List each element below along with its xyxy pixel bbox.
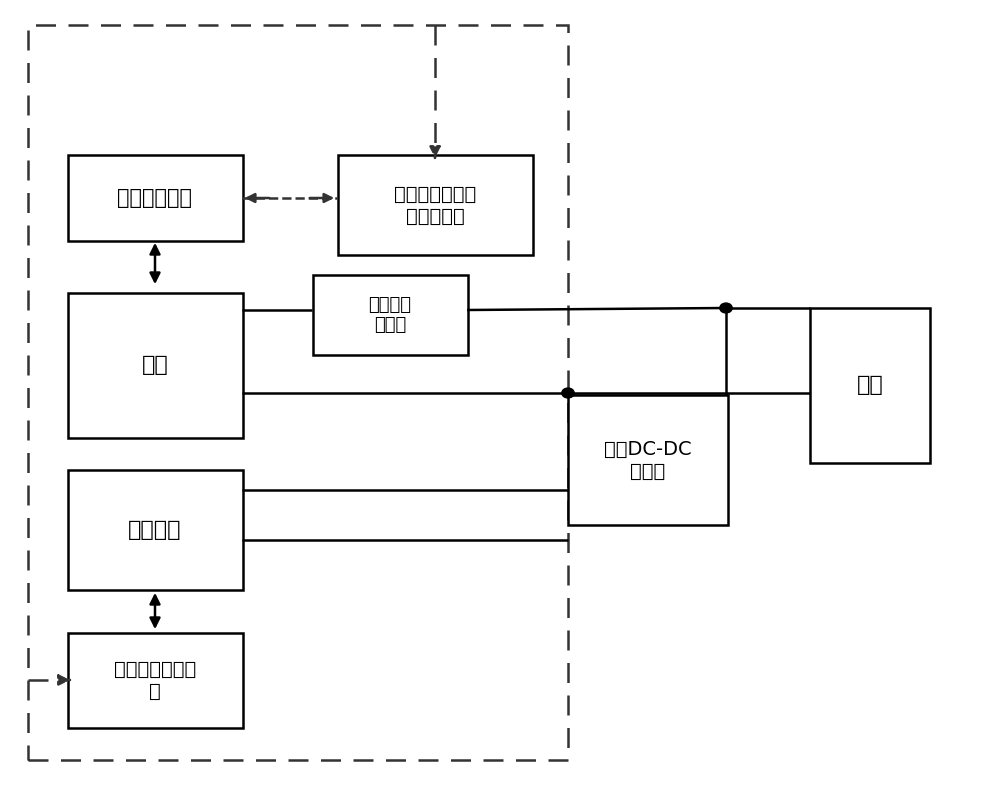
Bar [68,470,242,590]
Bar [568,395,728,525]
Text: 电池管理系统: 电池管理系统 [118,188,192,208]
Text: 电池电流
传感器: 电池电流 传感器 [368,296,412,334]
Text: 双向DC-DC
转换器: 双向DC-DC 转换器 [604,440,692,481]
Bar [810,308,930,462]
Bar [68,155,242,240]
Circle shape [720,303,732,313]
Bar [28,25,568,760]
Text: 混合储能管理系
统主控模组: 混合储能管理系 统主控模组 [394,184,476,226]
Bar [312,275,468,355]
Text: 电池: 电池 [142,355,168,375]
Circle shape [562,388,574,398]
Bar [338,155,532,255]
Text: 超级电容管理系
统: 超级电容管理系 统 [114,659,196,701]
Text: 超级电容: 超级电容 [128,520,182,540]
Bar [68,292,242,437]
Text: 负载: 负载 [857,375,883,395]
Bar [68,633,242,727]
